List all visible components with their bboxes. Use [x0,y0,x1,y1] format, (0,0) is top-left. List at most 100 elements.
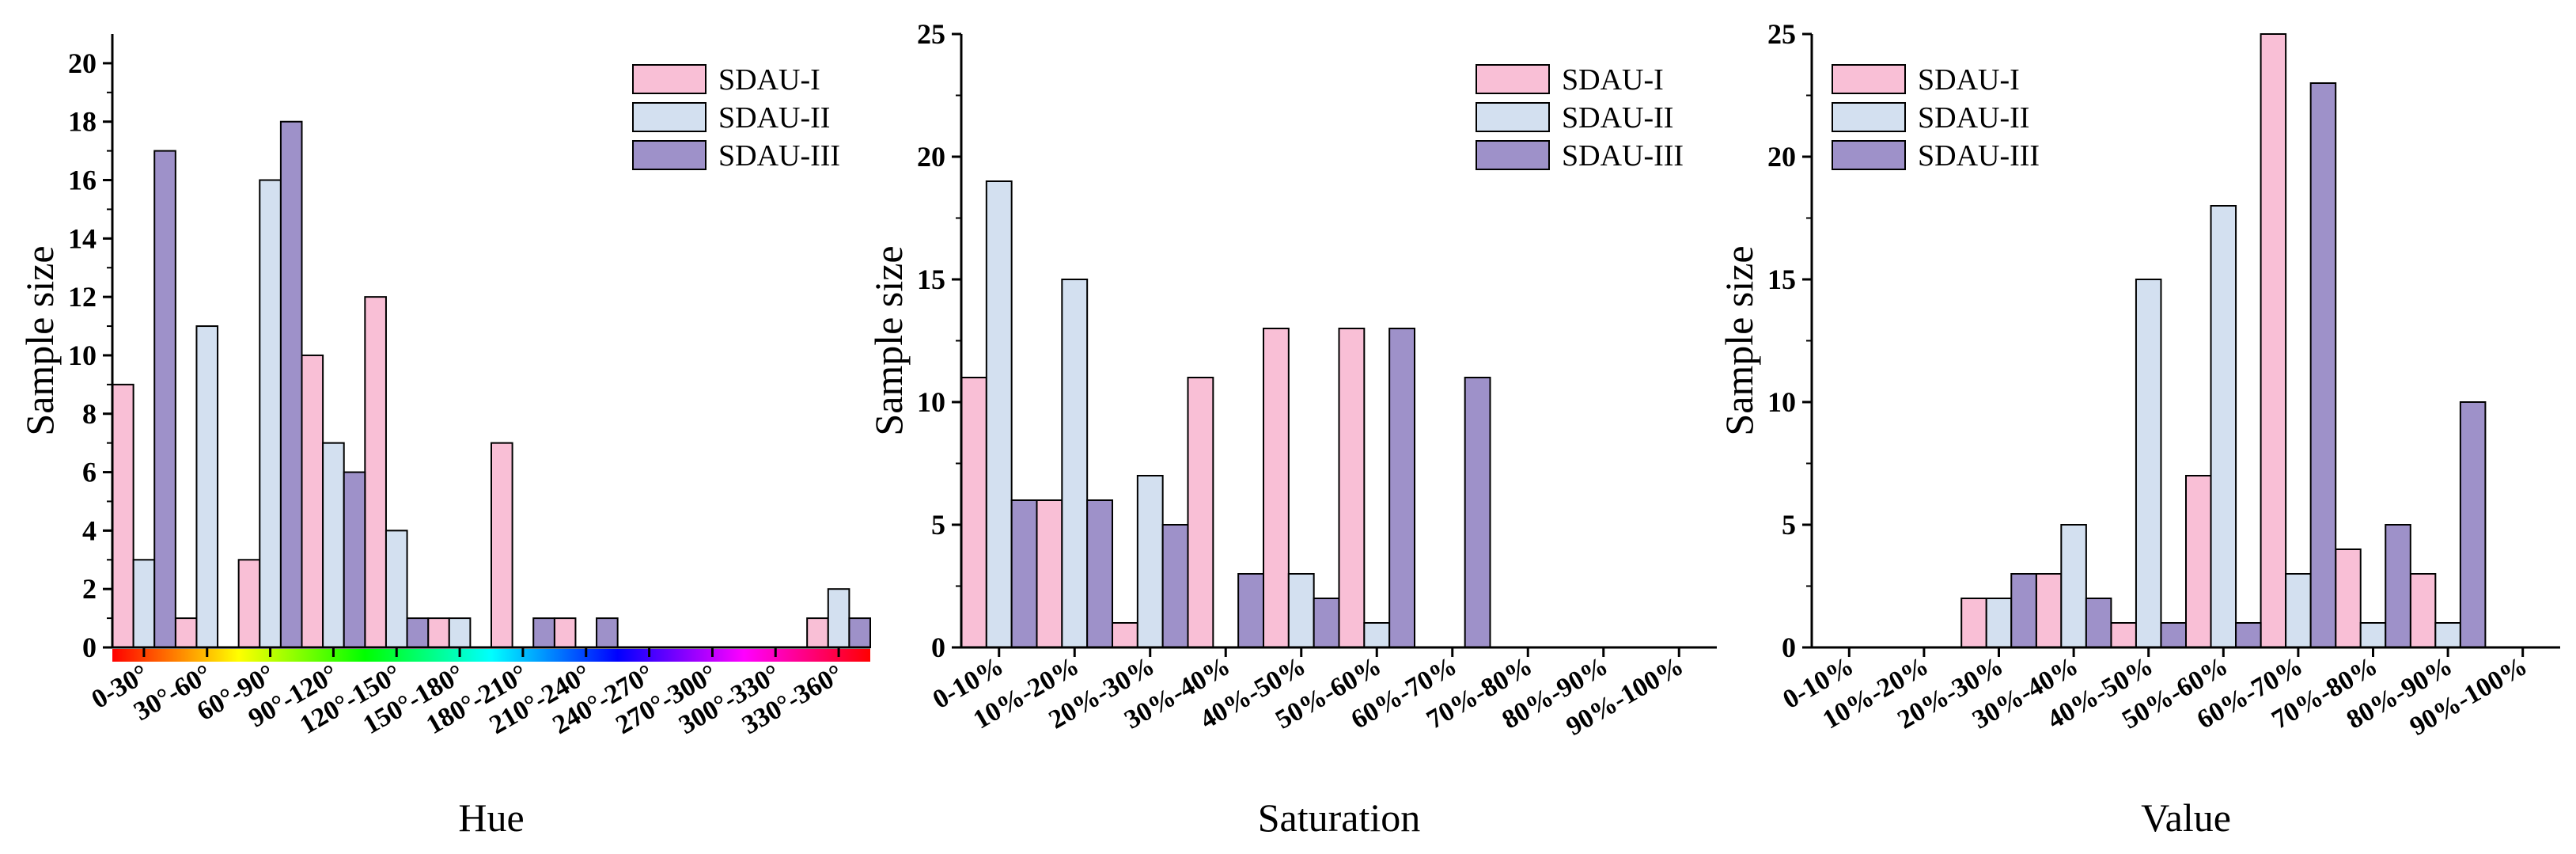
y-tick-label: 4 [82,514,97,546]
y-tick-label: 0 [931,632,945,663]
bar-sdau-iii-2 [1086,499,1113,648]
legend-swatch-sdau-ii [1476,102,1550,132]
legend-label-sdau-i: SDAU-I [718,63,820,97]
bar-sdau-iii-8 [596,617,619,648]
bar-sdau-i-4 [301,354,324,648]
bar-sdau-iii-4 [1237,573,1264,648]
legend: SDAU-I SDAU-II SDAU-III [1832,63,2040,173]
bar-sdau-i-2 [174,617,198,648]
bar-sdau-iii-5 [406,617,430,648]
bar-sdau-i-8 [2335,548,2362,648]
y-tick-label: 16 [68,165,97,196]
legend-swatch-sdau-i [1476,64,1550,94]
bar-sdau-ii-1 [132,559,156,648]
bar-sdau-i-1 [960,377,987,648]
bar-sdau-iii-1 [153,150,176,649]
bar-sdau-iii-5 [1313,598,1340,648]
bar-sdau-iii-3 [1161,524,1189,648]
y-tick-label: 5 [1782,509,1796,541]
legend-label-sdau-ii: SDAU-II [1918,101,2029,135]
bar-sdau-i-4 [1187,377,1214,648]
bar-sdau-iii-8 [2385,524,2411,648]
bar-sdau-i-6 [427,617,450,648]
bar-sdau-iii-7 [2309,82,2337,648]
bar-sdau-ii-2 [1061,279,1089,648]
y-tick-label: 8 [82,398,97,430]
bar-sdau-ii-1 [985,180,1013,648]
y-tick-label: 20 [1767,141,1796,173]
bar-sdau-ii-6 [2210,205,2237,648]
y-tick-label: 0 [1782,632,1796,663]
bar-sdau-i-5 [1263,328,1290,648]
y-tick-label: 6 [82,457,97,488]
legend: SDAU-I SDAU-II SDAU-III [1476,63,1684,173]
legend-swatch-sdau-ii [632,102,707,132]
y-axis-title: Sample size [17,245,62,435]
legend-label-sdau-ii: SDAU-II [1562,101,1673,135]
x-axis-title: Saturation [1258,795,1421,840]
legend-swatch-sdau-i [632,64,707,94]
y-tick-label: 20 [68,47,97,79]
bar-sdau-iii-12 [848,617,872,648]
bar-sdau-i-1 [112,383,134,648]
bar-sdau-i-4 [2035,573,2063,648]
legend-label-sdau-iii: SDAU-III [1562,139,1684,173]
bar-sdau-ii-4 [2060,524,2087,648]
bar-sdau-i-6 [2185,475,2212,648]
y-tick-label: 18 [68,106,97,138]
bar-sdau-i-7 [2260,33,2287,648]
x-axis-title: Value [2141,795,2231,840]
bar-sdau-i-12 [806,617,829,648]
bar-sdau-iii-9 [2459,401,2487,648]
y-tick-label: 10 [1767,386,1796,418]
bar-sdau-i-7 [491,442,513,649]
bar-sdau-ii-3 [1136,475,1164,648]
legend-label-sdau-iii: SDAU-III [718,139,840,173]
y-tick-label: 15 [1767,264,1796,295]
bar-sdau-iii-4 [343,471,366,648]
bar-sdau-i-3 [237,559,261,648]
bar-sdau-iii-7 [1464,377,1491,648]
legend-label-sdau-i: SDAU-I [1918,63,2020,97]
bar-sdau-iii-3 [279,120,303,648]
bar-sdau-ii-5 [1287,573,1315,648]
bar-sdau-i-5 [2110,622,2137,648]
y-tick-label: 14 [68,222,97,254]
bar-sdau-ii-3 [1985,598,2013,648]
y-tick-label: 20 [917,141,945,173]
bar-sdau-iii-5 [2160,622,2187,648]
bar-sdau-ii-2 [195,325,219,648]
bar-sdau-ii-3 [259,179,282,648]
legend-swatch-sdau-iii [1476,140,1550,170]
legend-swatch-sdau-iii [632,140,707,170]
bar-sdau-iii-6 [2235,622,2262,648]
x-axis-title: Hue [458,795,524,840]
hue-color-bar [112,649,870,662]
bar-sdau-i-5 [364,296,387,648]
y-tick-label: 12 [68,281,97,313]
bar-sdau-iii-1 [1010,499,1038,648]
bar-sdau-i-9 [2409,573,2437,648]
legend-label-sdau-i: SDAU-I [1562,63,1664,97]
bar-sdau-i-2 [1036,499,1063,648]
legend-swatch-sdau-ii [1832,102,1906,132]
bar-sdau-ii-6 [448,617,472,648]
y-tick-label: 15 [917,264,945,295]
bar-sdau-i-8 [553,617,577,648]
bar-sdau-ii-5 [385,529,408,649]
y-tick-label: 5 [931,509,945,541]
chart-panel-3: 05101520250-10%10%-20%20%-30%30%-40%40%-… [1717,18,2560,840]
legend: SDAU-I SDAU-II SDAU-III [632,63,840,173]
bar-sdau-iii-3 [2010,573,2037,648]
bar-sdau-i-3 [1960,598,1987,648]
bar-sdau-ii-4 [322,442,345,649]
bar-sdau-iii-4 [2085,598,2112,648]
y-tick-label: 0 [82,632,97,663]
y-tick-label: 2 [82,573,97,605]
y-tick-label: 10 [68,340,97,371]
bar-sdau-ii-12 [827,588,850,649]
legend-label-sdau-ii: SDAU-II [718,101,830,135]
y-axis-title: Sample size [1717,245,1761,435]
